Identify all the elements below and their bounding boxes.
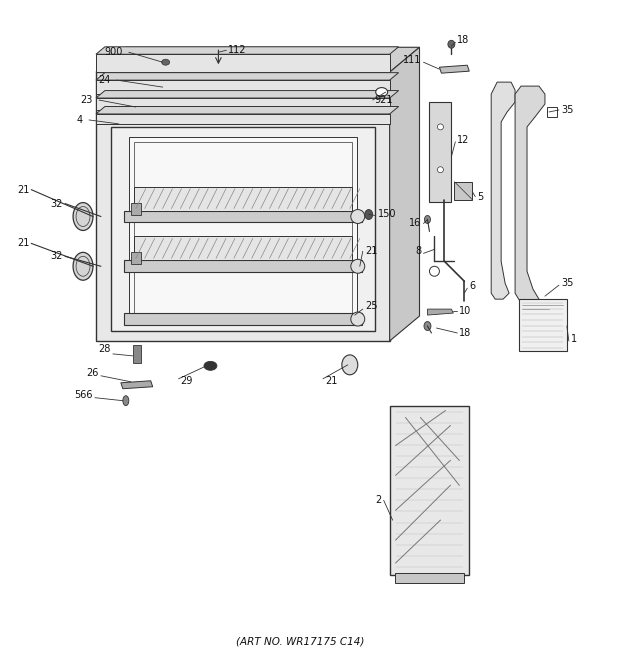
Bar <box>131 202 141 215</box>
Ellipse shape <box>438 167 443 173</box>
Polygon shape <box>96 48 420 72</box>
Polygon shape <box>491 82 515 299</box>
Text: 150: 150 <box>378 208 396 219</box>
Ellipse shape <box>351 210 365 223</box>
Bar <box>134 237 352 260</box>
Text: 21: 21 <box>17 239 29 249</box>
Text: 23: 23 <box>81 95 93 105</box>
Text: (ART NO. WR17175 C14): (ART NO. WR17175 C14) <box>236 637 364 646</box>
Ellipse shape <box>73 202 93 231</box>
Bar <box>389 406 469 575</box>
Text: 18: 18 <box>458 35 469 46</box>
Text: 6: 6 <box>469 281 476 292</box>
Ellipse shape <box>342 355 358 375</box>
Bar <box>131 253 141 264</box>
Text: 12: 12 <box>458 135 470 145</box>
Bar <box>124 260 361 272</box>
Text: 21: 21 <box>17 184 29 194</box>
Text: 32: 32 <box>51 198 63 209</box>
Ellipse shape <box>424 321 431 330</box>
Text: 5: 5 <box>477 192 484 202</box>
Text: 900: 900 <box>104 47 123 58</box>
Text: 25: 25 <box>365 301 377 311</box>
Polygon shape <box>96 80 389 94</box>
Bar <box>134 186 352 211</box>
Text: 921: 921 <box>374 95 393 105</box>
Text: 21: 21 <box>365 247 377 256</box>
Ellipse shape <box>204 362 217 370</box>
Text: 2: 2 <box>376 495 382 505</box>
Text: 8: 8 <box>415 247 422 256</box>
Polygon shape <box>96 73 399 80</box>
Ellipse shape <box>438 124 443 130</box>
Ellipse shape <box>351 312 365 326</box>
Polygon shape <box>427 309 453 315</box>
Text: 18: 18 <box>459 328 472 338</box>
Ellipse shape <box>430 266 440 276</box>
Text: 29: 29 <box>180 375 193 386</box>
Text: 566: 566 <box>74 390 93 400</box>
Bar <box>124 313 361 325</box>
Polygon shape <box>129 137 356 321</box>
Polygon shape <box>111 127 374 331</box>
Bar <box>519 299 567 351</box>
Bar <box>394 573 464 583</box>
Text: 1: 1 <box>571 334 577 344</box>
Bar <box>454 182 472 200</box>
Polygon shape <box>515 86 545 306</box>
Bar <box>133 345 141 363</box>
Ellipse shape <box>351 259 365 273</box>
Polygon shape <box>96 54 389 72</box>
Ellipse shape <box>162 59 170 65</box>
Text: 35: 35 <box>561 105 574 115</box>
Text: 28: 28 <box>99 344 111 354</box>
Bar <box>124 211 361 223</box>
Text: 21: 21 <box>325 375 337 386</box>
Polygon shape <box>96 72 389 341</box>
Polygon shape <box>440 65 469 73</box>
Polygon shape <box>96 114 389 124</box>
Ellipse shape <box>376 88 388 97</box>
Polygon shape <box>389 48 420 341</box>
Ellipse shape <box>448 40 455 48</box>
Text: 32: 32 <box>51 251 63 261</box>
Text: 26: 26 <box>87 368 99 378</box>
Bar <box>430 102 451 202</box>
Text: 16: 16 <box>409 219 422 229</box>
Text: 112: 112 <box>228 45 247 56</box>
Polygon shape <box>96 47 399 54</box>
Ellipse shape <box>123 396 129 406</box>
Polygon shape <box>96 98 389 110</box>
Text: 24: 24 <box>99 75 111 85</box>
Ellipse shape <box>73 253 93 280</box>
Polygon shape <box>121 381 153 389</box>
Text: 111: 111 <box>403 56 422 65</box>
Text: 4: 4 <box>77 115 83 125</box>
Ellipse shape <box>425 215 430 223</box>
Polygon shape <box>96 106 399 114</box>
Bar <box>547 107 557 117</box>
Text: 10: 10 <box>459 306 472 316</box>
Polygon shape <box>96 91 399 98</box>
Text: 35: 35 <box>561 278 574 288</box>
Ellipse shape <box>365 210 373 219</box>
